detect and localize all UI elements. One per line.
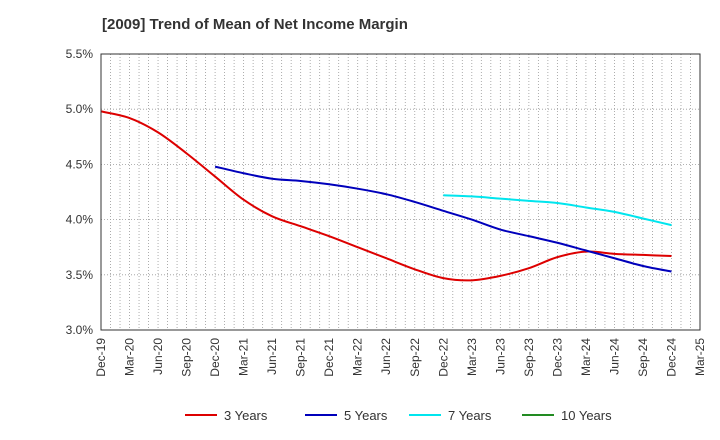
x-tick-label: Jun-23	[493, 338, 507, 375]
x-tick-label: Mar-24	[579, 338, 593, 376]
plot-frame	[100, 53, 701, 331]
x-tick-label: Dec-23	[550, 338, 564, 377]
y-tick-label: 5.0%	[66, 102, 94, 116]
chart-title: [2009] Trend of Mean of Net Income Margi…	[102, 16, 408, 33]
legend-label-5-years: 5 Years	[344, 408, 388, 423]
x-tick-label: Jun-21	[265, 338, 279, 375]
x-tick-label: Mar-25	[693, 338, 707, 376]
legend-label-10-years: 10 Years	[561, 408, 612, 423]
series-line-5-years	[214, 165, 672, 273]
x-tick-label: Jun-22	[379, 338, 393, 375]
x-tick-label: Sep-24	[636, 338, 650, 377]
y-tick-label: 4.0%	[66, 213, 94, 227]
x-tick-label: Dec-24	[664, 338, 678, 377]
legend-label-7-years: 7 Years	[448, 408, 492, 423]
x-tick-label: Dec-21	[322, 338, 336, 377]
x-axis: Dec-19 Mar-20 Jun-20 Sep-20 Dec-20 Mar-21 Jun-…	[94, 338, 707, 377]
x-tick-label: Dec-20	[208, 338, 222, 377]
x-tick-label: Mar-20	[123, 338, 137, 376]
legend: 3 Years 5 Years 7 Years 10 Years	[185, 408, 612, 423]
series-line-7-years	[443, 194, 672, 227]
x-tick-label: Dec-22	[436, 338, 450, 377]
legend-label-3-years: 3 Years	[224, 408, 268, 423]
series-layer	[100, 110, 672, 282]
y-tick-label: 5.5%	[66, 47, 94, 61]
x-tick-label: Mar-22	[351, 338, 365, 376]
x-tick-label: Jun-20	[151, 338, 165, 375]
x-tick-label: Mar-21	[237, 338, 251, 376]
y-tick-label: 3.5%	[66, 268, 94, 282]
y-tick-label: 3.0%	[66, 323, 94, 337]
y-tick-label: 4.5%	[66, 157, 94, 171]
y-axis: 3.0% 3.5% 4.0% 4.5% 5.0% 5.5%	[66, 47, 94, 337]
x-tick-label: Jun-24	[607, 338, 621, 375]
x-tick-label: Sep-21	[294, 338, 308, 377]
x-tick-label: Mar-23	[465, 338, 479, 376]
series-line-3-years	[100, 110, 672, 282]
x-tick-label: Dec-19	[94, 338, 108, 377]
x-tick-label: Sep-23	[522, 338, 536, 377]
x-tick-label: Sep-20	[180, 338, 194, 377]
grid	[101, 53, 700, 331]
x-tick-label: Sep-22	[408, 338, 422, 377]
